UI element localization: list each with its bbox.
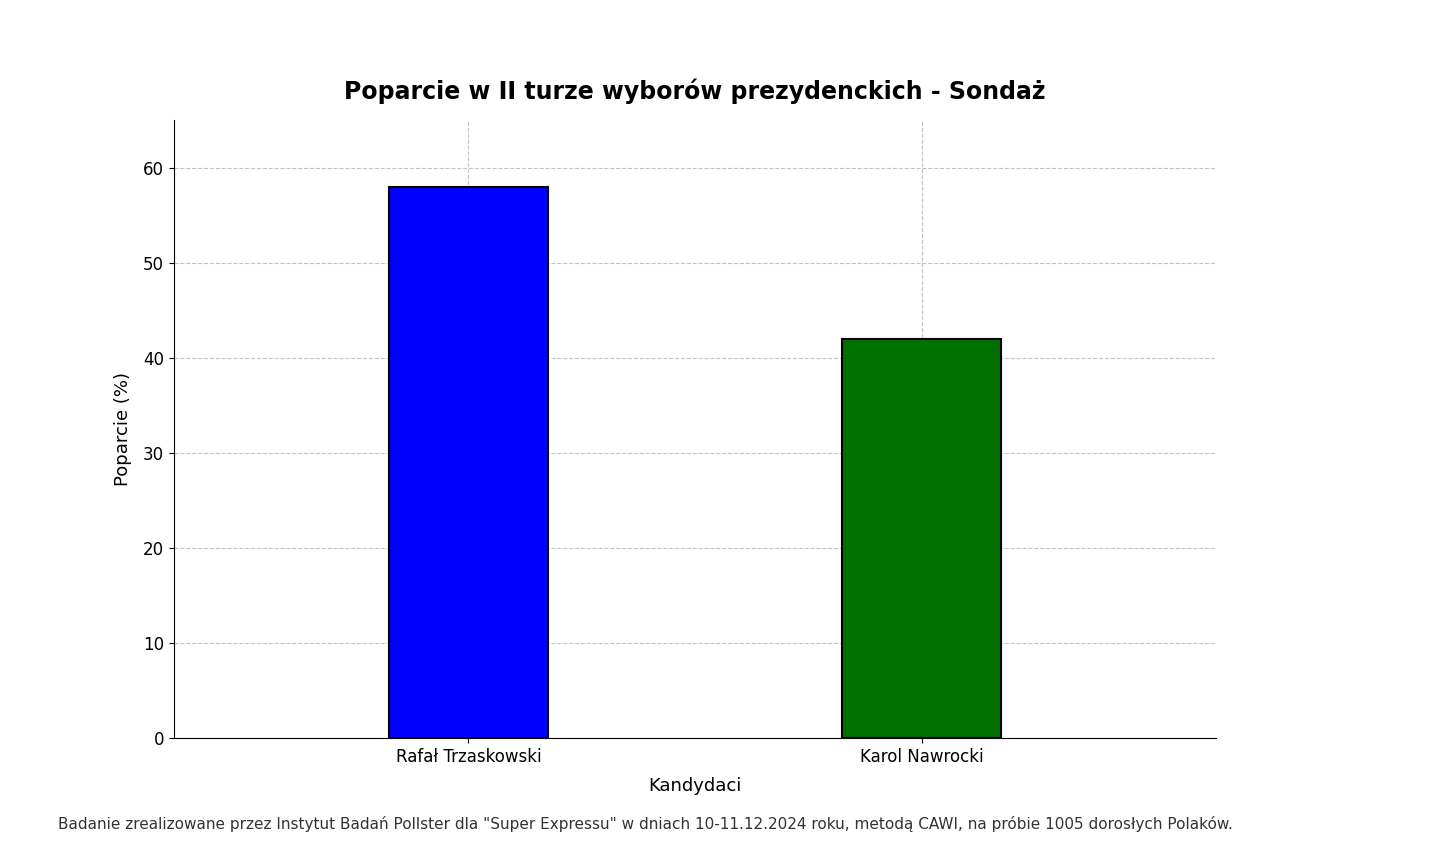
- Bar: [843, 339, 1001, 738]
- Bar: [390, 187, 547, 738]
- X-axis label: Kandydaci: Kandydaci: [649, 776, 741, 795]
- Y-axis label: Poparcie (%): Poparcie (%): [114, 372, 132, 486]
- Title: Poparcie w II turze wyborów prezydenckich - Sondaż: Poparcie w II turze wyborów prezydenckic…: [345, 79, 1045, 105]
- Text: Badanie zrealizowane przez Instytut Badań Pollster dla "Super Expressu" w dniach: Badanie zrealizowane przez Instytut Bada…: [58, 816, 1232, 832]
